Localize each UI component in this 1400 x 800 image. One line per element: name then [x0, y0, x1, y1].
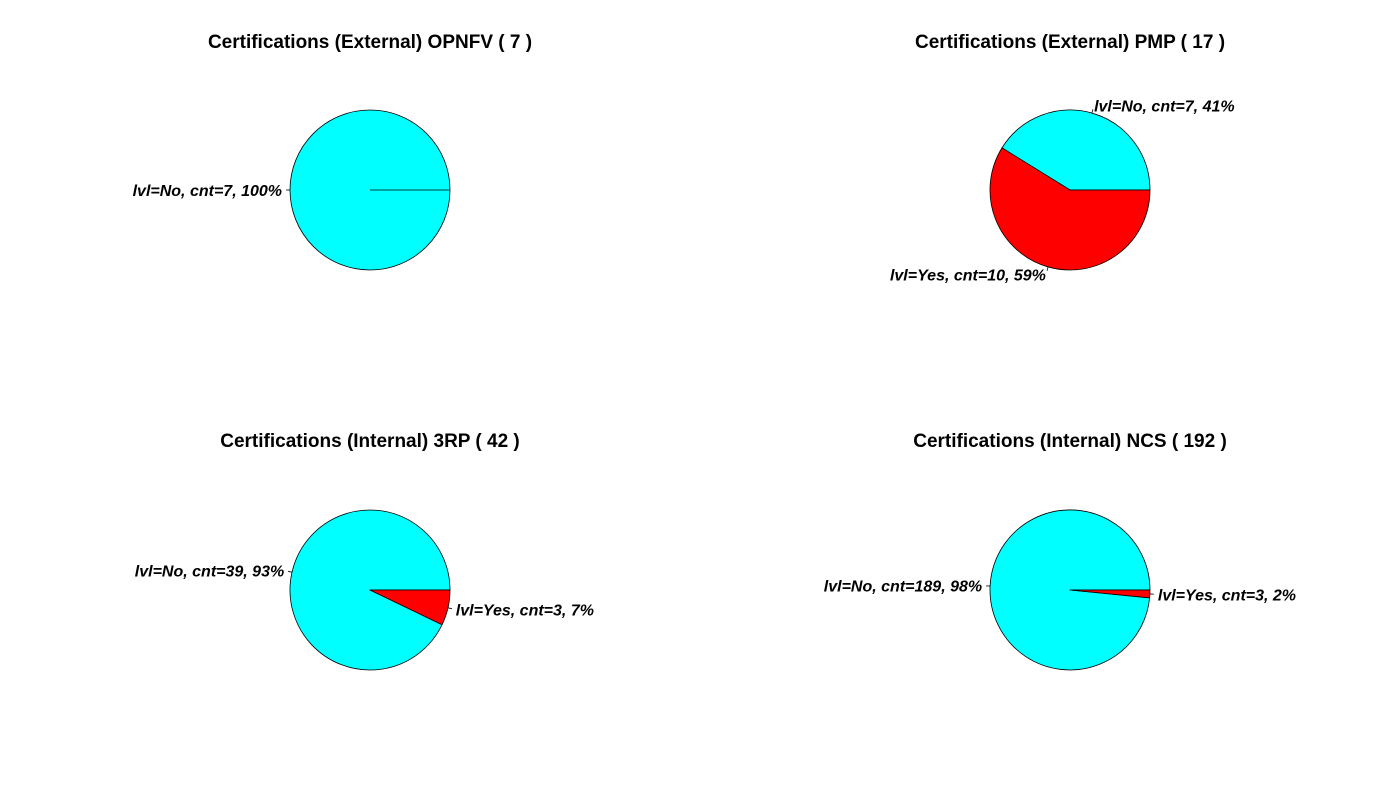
- pie-leader-3rp-yes: [447, 607, 452, 610]
- pie-slices-opnfv: lvl=No, cnt=7, 100%: [133, 109, 451, 271]
- pie-label-pmp-no: lvl=No, cnt=7, 41%: [1094, 98, 1235, 115]
- pie-slices-pmp: lvl=No, cnt=7, 41% lvl=Yes, cnt=10, 59%: [890, 98, 1235, 284]
- pie-panel-ncs: Certifications (Internal) NCS ( 192 ) lv…: [824, 431, 1296, 671]
- chart-title-ncs: Certifications (Internal) NCS ( 192 ): [913, 431, 1227, 452]
- pie-slices-3rp: lvl=No, cnt=39, 93% lvl=Yes, cnt=3, 7%: [135, 509, 594, 671]
- pie-panel-opnfv: Certifications (External) OPNFV ( 7 ) lv…: [133, 32, 532, 271]
- chart-title-opnfv: Certifications (External) OPNFV ( 7 ): [208, 32, 532, 53]
- pie-panel-pmp: Certifications (External) PMP ( 17 ) lvl…: [890, 32, 1235, 285]
- pie-label-ncs-no: lvl=No, cnt=189, 98%: [824, 579, 982, 596]
- pie-leader-pmp-yes: [1046, 266, 1049, 271]
- chart-title-3rp: Certifications (Internal) 3RP ( 42 ): [220, 431, 520, 452]
- pie-label-3rp-yes: lvl=Yes, cnt=3, 7%: [456, 603, 594, 620]
- pie-leader-3rp-no: [288, 570, 293, 573]
- pie-slices-ncs: lvl=No, cnt=189, 98% lvl=Yes, cnt=3, 2%: [824, 509, 1296, 671]
- pie-leader-pmp-no: [1091, 109, 1094, 114]
- pie-slice-3rp-yes: [369, 589, 451, 626]
- pie-slice-pmp-no: [1001, 109, 1151, 191]
- pie-label-3rp-no: lvl=No, cnt=39, 93%: [135, 563, 284, 580]
- pie-slice-ncs-yes: [1069, 589, 1151, 599]
- pie-panel-3rp: Certifications (Internal) 3RP ( 42 ) lvl…: [135, 431, 594, 671]
- pie-label-ncs-yes: lvl=Yes, cnt=3, 2%: [1158, 587, 1296, 604]
- chart-title-pmp: Certifications (External) PMP ( 17 ): [915, 32, 1225, 53]
- pie-label-pmp-yes: lvl=Yes, cnt=10, 59%: [890, 268, 1046, 285]
- pie-label-opnfv-no: lvl=No, cnt=7, 100%: [133, 183, 282, 200]
